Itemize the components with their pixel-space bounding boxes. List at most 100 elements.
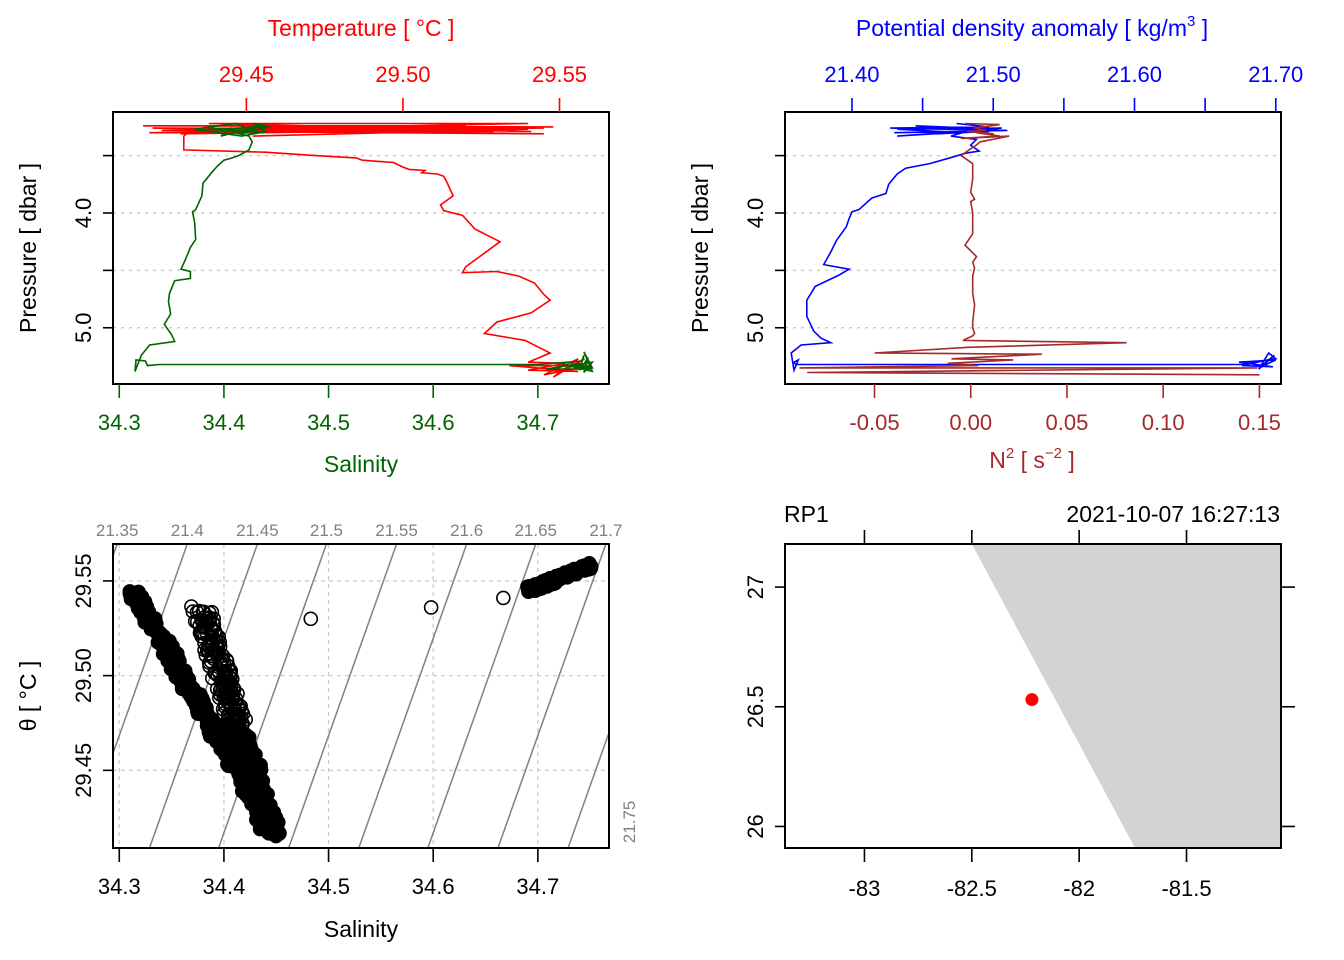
ts-point [215, 648, 231, 664]
salinity-axis: 34.3 34.4 34.5 34.6 34.7 [98, 848, 559, 899]
temperature-line [143, 122, 591, 378]
ts-point [165, 638, 180, 654]
ts-point [248, 784, 263, 799]
ts-point [583, 558, 599, 574]
isopycnal-lines [113, 544, 609, 848]
bottom-tick-label: 34.4 [203, 410, 246, 435]
ts-point [496, 590, 511, 606]
y-tick-label: 4.0 [71, 198, 96, 229]
isopycnal-label: 21.4 [171, 521, 204, 540]
ts-point [542, 577, 558, 593]
panel-ts-diagram: 21.35 21.4 21.45 21.5 21.55 21.6 21.65 21.7 21.7… [15, 521, 639, 942]
x-tick-label: 34.4 [203, 874, 246, 899]
ts-point [557, 568, 573, 584]
top-tick-label: 21.50 [966, 62, 1021, 87]
n2-axis-title: N2 [ s−2 ] [989, 445, 1075, 473]
plot-frame [784, 111, 1282, 385]
bottom-tick-label: 0.15 [1238, 410, 1281, 435]
ts-point [201, 725, 217, 740]
density-line [790, 122, 1278, 374]
pressure-axis-title: Pressure [ dbar ] [687, 163, 713, 333]
top-tick-label: 29.50 [375, 62, 430, 87]
isopycnal-line [217, 544, 328, 848]
ts-point [423, 600, 439, 615]
isopycnal-line [497, 544, 607, 848]
density-axis: 21.40 21.50 21.60 21.70 [824, 62, 1303, 112]
ts-point [218, 664, 234, 679]
isopycnal-labels: 21.35 21.4 21.45 21.5 21.55 21.6 21.65 21.7 21.7… [96, 521, 639, 843]
x-tick-label: -83 [849, 876, 881, 901]
ts-point [266, 816, 282, 831]
ts-point [240, 745, 256, 760]
y-tick-label: 26.5 [743, 685, 768, 728]
salinity-line [134, 122, 595, 374]
y-tick-label: 29.50 [71, 648, 96, 703]
ts-point [529, 579, 544, 595]
station-name: RP1 [784, 501, 829, 527]
panel-density-n2-profile: 21.40 21.50 21.60 21.70 -0.05 0.00 0.05 0.10 0.… [687, 13, 1303, 473]
ts-point [224, 735, 240, 751]
isopycnal-line [358, 544, 468, 848]
station-marker[interactable] [1025, 693, 1039, 707]
pressure-axis: 4.0 5.0 [71, 154, 113, 343]
n2-axis: -0.05 0.00 0.05 0.10 0.15 [849, 384, 1281, 435]
ts-point [213, 741, 228, 757]
temperature-axis-title: Temperature [ °C ] [268, 15, 455, 41]
ts-point [189, 604, 205, 620]
x-tick-label: -82.5 [947, 876, 997, 901]
y-tick-label: 4.0 [743, 198, 768, 229]
top-tick-label: 21.60 [1107, 62, 1162, 87]
ts-point [212, 690, 227, 706]
ts-point [205, 670, 220, 686]
land [971, 544, 1281, 848]
isopycnal-label: 21.65 [514, 521, 557, 540]
ts-point [202, 614, 217, 630]
x-tick-label: 34.5 [307, 874, 350, 899]
bottom-tick-label: 0.10 [1142, 410, 1185, 435]
ts-point [246, 765, 261, 781]
pressure-axis: 4.0 5.0 [743, 154, 785, 343]
y-tick-label: 5.0 [743, 312, 768, 343]
ts-point [221, 674, 237, 689]
density-axis-title: Potential density anomaly [ kg/m3 ] [856, 13, 1208, 41]
isopycnal-label: 21.6 [450, 521, 483, 540]
ts-point [220, 707, 236, 723]
isopycnal-label: 21.75 [620, 801, 639, 844]
bottom-tick-label: 34.6 [412, 410, 455, 435]
top-tick-label: 29.55 [532, 62, 587, 87]
plot-frame [784, 543, 1282, 849]
ts-point [213, 658, 229, 674]
salinity-axis: 34.3 34.4 34.5 34.6 34.7 [98, 384, 559, 435]
n2-line [799, 122, 1260, 376]
y-tick-label: 29.55 [71, 553, 96, 608]
isopycnal-label: 21.55 [375, 521, 418, 540]
theta-axis-title: θ [ °C ] [15, 661, 41, 732]
bottom-tick-label: 34.7 [516, 410, 559, 435]
ts-point [223, 701, 238, 716]
y-tick-label: 27 [743, 575, 768, 599]
ts-point [174, 681, 190, 697]
station-time: 2021-10-07 16:27:13 [1066, 501, 1280, 527]
bottom-tick-label: 34.3 [98, 410, 141, 435]
y-tick-label: 5.0 [71, 312, 96, 343]
ts-point [151, 634, 167, 650]
isopycnal-line [567, 730, 609, 848]
grid [785, 154, 1281, 329]
map-axes: -83 -82.5 -82 -81.5 26 26.5 27 [743, 530, 1295, 901]
ts-point [231, 717, 247, 732]
x-tick-label: 34.3 [98, 874, 141, 899]
grid [113, 154, 609, 329]
ts-point [131, 584, 146, 600]
isopycnal-line [113, 544, 189, 756]
top-tick-label: 21.70 [1248, 62, 1303, 87]
top-tick-label: 21.40 [824, 62, 879, 87]
ts-point [303, 611, 319, 627]
isopycnal-label: 21.5 [310, 521, 343, 540]
theta-axis: 29.45 29.50 29.55 [71, 553, 113, 798]
isopycnal-line [427, 544, 537, 848]
temperature-axis: 29.45 29.50 29.55 [219, 62, 587, 112]
ts-point [144, 619, 159, 635]
x-tick-label: -81.5 [1161, 876, 1211, 901]
isopycnal-line [287, 544, 398, 848]
